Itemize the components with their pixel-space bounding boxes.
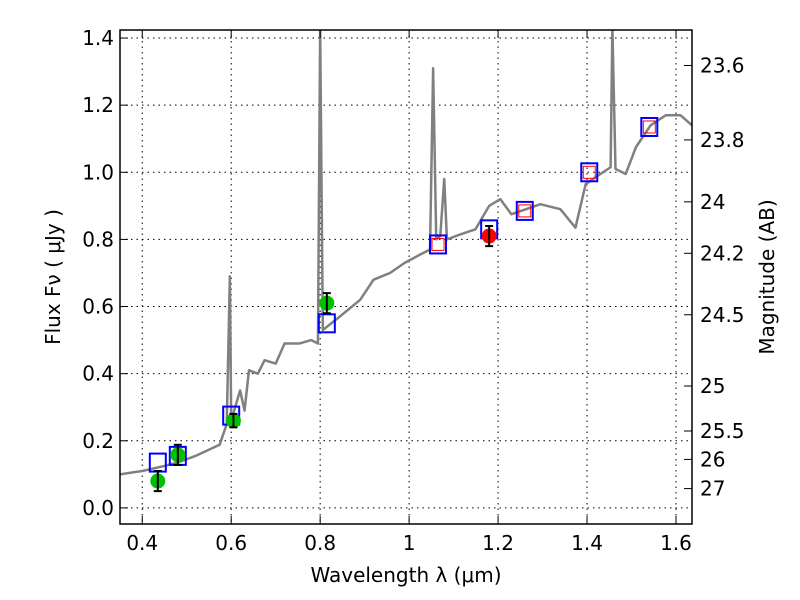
right-tick-label: 26 bbox=[700, 447, 725, 471]
x-tick-label: 1.6 bbox=[660, 531, 692, 555]
model-photometry-square bbox=[515, 200, 534, 221]
right-tick-label: 25 bbox=[700, 374, 725, 398]
y-tick-label: 1.4 bbox=[82, 26, 114, 50]
x-tick-label: 0.6 bbox=[215, 531, 247, 555]
right-axis-label: Magnitude (AB) bbox=[755, 199, 779, 354]
model-photometry-square bbox=[317, 313, 336, 334]
x-axis-label: Wavelength λ (μm) bbox=[310, 563, 501, 587]
x-tick-label: 1.4 bbox=[571, 531, 603, 555]
right-tick-label: 24.5 bbox=[700, 303, 745, 327]
x-tick-label: 0.8 bbox=[304, 531, 336, 555]
right-tick-label: 27 bbox=[700, 477, 725, 501]
y-axis-label: Flux Fν ( μJy ) bbox=[41, 209, 65, 345]
right-tick-label: 23.8 bbox=[700, 128, 745, 152]
x-tick-label: 0.4 bbox=[126, 531, 158, 555]
x-tick-label: 1.2 bbox=[482, 531, 514, 555]
y-tick-label: 0.8 bbox=[82, 227, 114, 251]
right-ticks: 23.6 23.8 24 24.2 24.5 25 25.5 26 27 bbox=[684, 53, 745, 501]
model-photometry-square bbox=[580, 162, 599, 183]
axes-frame bbox=[119, 29, 693, 525]
y-tick-label: 1.0 bbox=[82, 160, 114, 184]
y-tick-label: 0.4 bbox=[82, 362, 114, 386]
right-tick-label: 24.2 bbox=[700, 241, 745, 265]
model-photometry-square bbox=[429, 234, 448, 255]
y-tick-label: 0.0 bbox=[82, 496, 114, 520]
y-tick-label: 1.2 bbox=[82, 93, 114, 117]
y-tick-label: 0.6 bbox=[82, 295, 114, 319]
right-tick-label: 24 bbox=[700, 190, 725, 214]
red-photometry-square bbox=[518, 204, 532, 218]
red-photometry-square bbox=[642, 120, 656, 134]
red-photometry-square bbox=[582, 165, 596, 179]
red-photometry-square bbox=[431, 237, 445, 251]
spectrum-line bbox=[120, 30, 692, 476]
y-tick-label: 0.2 bbox=[82, 429, 114, 453]
right-tick-label: 25.5 bbox=[700, 419, 745, 443]
x-tick-label: 1 bbox=[403, 531, 416, 555]
plot-area bbox=[120, 30, 692, 493]
grid bbox=[120, 30, 692, 524]
right-tick-label: 23.6 bbox=[700, 53, 745, 77]
x-ticks: 0.4 0.6 0.8 1 1.2 1.4 1.6 bbox=[126, 30, 692, 555]
y-ticks: 0.0 0.2 0.4 0.6 0.8 1.0 1.2 1.4 bbox=[82, 26, 128, 520]
model-photometry-square bbox=[640, 116, 659, 137]
